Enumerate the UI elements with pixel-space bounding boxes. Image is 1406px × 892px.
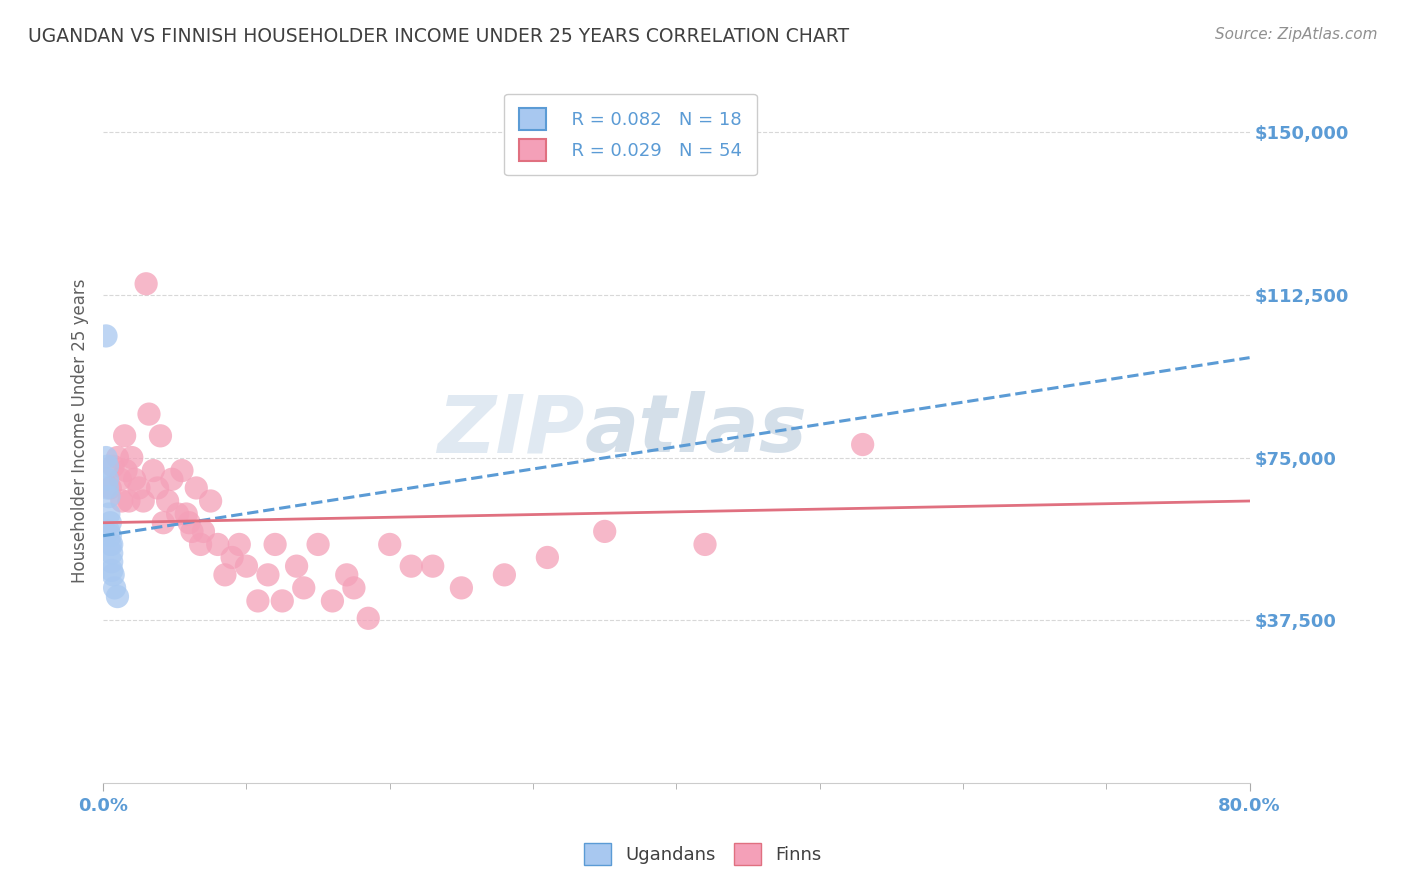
Point — [135, 277, 157, 291]
Point — [128, 481, 150, 495]
Point — [98, 537, 121, 551]
Point — [257, 567, 280, 582]
Text: UGANDAN VS FINNISH HOUSEHOLDER INCOME UNDER 25 YEARS CORRELATION CHART: UGANDAN VS FINNISH HOUSEHOLDER INCOME UN… — [28, 27, 849, 45]
Point — [693, 537, 716, 551]
Legend:   R = 0.082   N = 18,   R = 0.029   N = 54: R = 0.082 N = 18, R = 0.029 N = 54 — [505, 94, 756, 176]
Point — [96, 472, 118, 486]
Point — [101, 567, 124, 582]
Point — [149, 429, 172, 443]
Point — [494, 567, 516, 582]
Text: Source: ZipAtlas.com: Source: ZipAtlas.com — [1215, 27, 1378, 42]
Point — [200, 494, 222, 508]
Point — [96, 459, 118, 474]
Legend: Ugandans, Finns: Ugandans, Finns — [575, 834, 831, 874]
Point — [146, 481, 169, 495]
Point — [285, 559, 308, 574]
Y-axis label: Householder Income Under 25 years: Householder Income Under 25 years — [72, 278, 89, 582]
Point — [94, 450, 117, 465]
Point — [142, 464, 165, 478]
Point — [193, 524, 215, 539]
Text: atlas: atlas — [585, 392, 807, 469]
Point — [100, 537, 122, 551]
Point — [121, 450, 143, 465]
Point — [114, 429, 136, 443]
Point — [98, 516, 121, 530]
Point — [292, 581, 315, 595]
Point — [115, 464, 138, 478]
Point — [181, 524, 204, 539]
Point — [357, 611, 380, 625]
Point — [536, 550, 558, 565]
Point — [422, 559, 444, 574]
Point — [94, 329, 117, 343]
Point — [101, 459, 124, 474]
Point — [132, 494, 155, 508]
Point — [246, 594, 269, 608]
Point — [97, 490, 120, 504]
Point — [186, 481, 208, 495]
Text: ZIP: ZIP — [437, 392, 585, 469]
Point — [104, 581, 127, 595]
Point — [107, 590, 129, 604]
Point — [107, 450, 129, 465]
Point — [138, 407, 160, 421]
Point — [98, 481, 121, 495]
Point — [124, 472, 146, 486]
Point — [343, 581, 366, 595]
Point — [160, 472, 183, 486]
Point — [228, 537, 250, 551]
Point — [118, 494, 141, 508]
Point — [852, 437, 875, 451]
Point — [110, 472, 132, 486]
Point — [235, 559, 257, 574]
Point — [321, 594, 343, 608]
Point — [271, 594, 294, 608]
Point — [166, 507, 188, 521]
Point — [152, 516, 174, 530]
Point — [378, 537, 401, 551]
Point — [97, 524, 120, 539]
Point — [170, 464, 193, 478]
Point — [307, 537, 329, 551]
Point — [179, 516, 201, 530]
Point — [221, 550, 243, 565]
Point — [207, 537, 229, 551]
Point — [111, 494, 134, 508]
Point — [399, 559, 422, 574]
Point — [214, 567, 236, 582]
Point — [156, 494, 179, 508]
Point — [97, 507, 120, 521]
Point — [100, 546, 122, 560]
Point — [96, 481, 118, 495]
Point — [264, 537, 287, 551]
Point — [100, 564, 122, 578]
Point — [100, 555, 122, 569]
Point — [190, 537, 212, 551]
Point — [450, 581, 472, 595]
Point — [174, 507, 197, 521]
Point — [593, 524, 616, 539]
Point — [336, 567, 359, 582]
Point — [98, 529, 121, 543]
